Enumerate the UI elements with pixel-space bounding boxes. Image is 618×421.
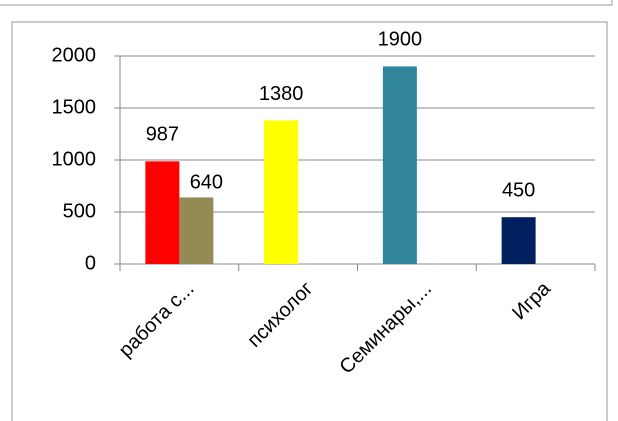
bar: [382, 66, 417, 265]
chart-frame: [11, 21, 608, 421]
y-tick-label: 2000: [52, 44, 97, 66]
bar: [501, 217, 536, 264]
y-tick-label: 1000: [52, 148, 97, 170]
bar: [179, 197, 214, 264]
top-frame: [0, 0, 613, 6]
y-tick-label: 1500: [52, 96, 97, 118]
bar: [264, 120, 299, 264]
data-label: 450: [502, 179, 535, 201]
x-tick-label: работа с...: [115, 278, 199, 362]
data-label: 987: [146, 124, 179, 146]
bar: [145, 161, 180, 264]
data-label: 1900: [378, 29, 423, 51]
x-tick-label: психолог: [243, 278, 317, 352]
data-label: 1380: [259, 83, 304, 105]
x-tick-label: Игра: [508, 277, 555, 324]
y-tick-label: 500: [63, 200, 96, 222]
x-tick-label: Семинары,...: [335, 278, 436, 379]
y-tick-label: 0: [85, 252, 96, 274]
data-label: 640: [190, 172, 223, 194]
